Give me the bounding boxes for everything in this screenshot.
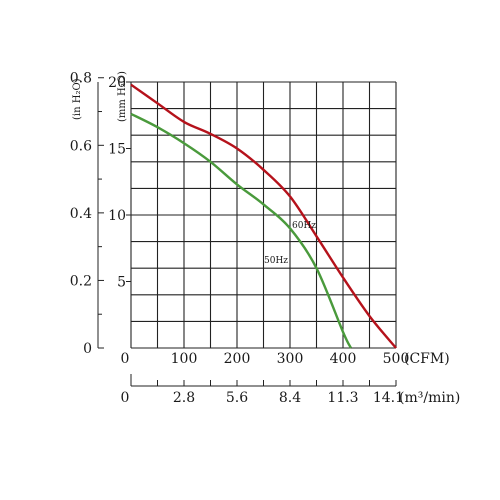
series-line-50hz	[130, 112, 352, 349]
y-mmh2o-tick-label: 20	[108, 75, 126, 91]
x-cfm-tick-label: 300	[277, 351, 304, 367]
y-inh2o-tick-label: 0.8	[70, 71, 92, 87]
x-cfm-tick-label: 400	[330, 351, 357, 367]
x-m3min-tick-label: 2.8	[173, 390, 195, 406]
x-cfm-tick-label: 200	[224, 351, 251, 367]
y-inh2o-tick-label: 0.2	[70, 273, 92, 289]
grid	[130, 81, 397, 349]
x-cfm-tick-label: 100	[171, 351, 198, 367]
x-cfm-tick-label: 0	[121, 351, 130, 367]
y-inh2o-unit-label: (in H₂O)	[72, 78, 83, 120]
x-m3min-tick-label: 0	[121, 390, 130, 406]
y-mmh2o-unit-label: (mm H₂O)	[117, 71, 128, 122]
y-inh2o-tick-label: 0.4	[70, 206, 92, 222]
curves	[130, 83, 397, 349]
series-label-50hz: 50Hz	[264, 256, 288, 266]
x-m3min-unit-label: (m³/min)	[399, 390, 460, 406]
x-m3min-tick-label: 5.6	[226, 390, 248, 406]
axes	[97, 77, 397, 387]
y-inh2o-tick-label: 0.6	[70, 138, 92, 154]
x-cfm-tick-label: 500	[383, 351, 410, 367]
x-m3min-tick-label: 8.4	[279, 390, 301, 406]
y-mmh2o-tick-label: 10	[108, 208, 126, 224]
series-label-60hz: 60Hz	[292, 221, 316, 231]
y-mmh2o-tick-label: 5	[117, 275, 126, 291]
x-cfm-unit-label: (CFM)	[404, 351, 450, 367]
x-m3min-tick-label: 11.3	[327, 390, 358, 406]
y-inh2o-tick-label: 0	[83, 341, 92, 357]
x-m3min-tick-label: 14.1	[373, 390, 404, 406]
y-mmh2o-tick-label: 15	[108, 142, 126, 158]
series-line-60hz	[130, 83, 397, 349]
